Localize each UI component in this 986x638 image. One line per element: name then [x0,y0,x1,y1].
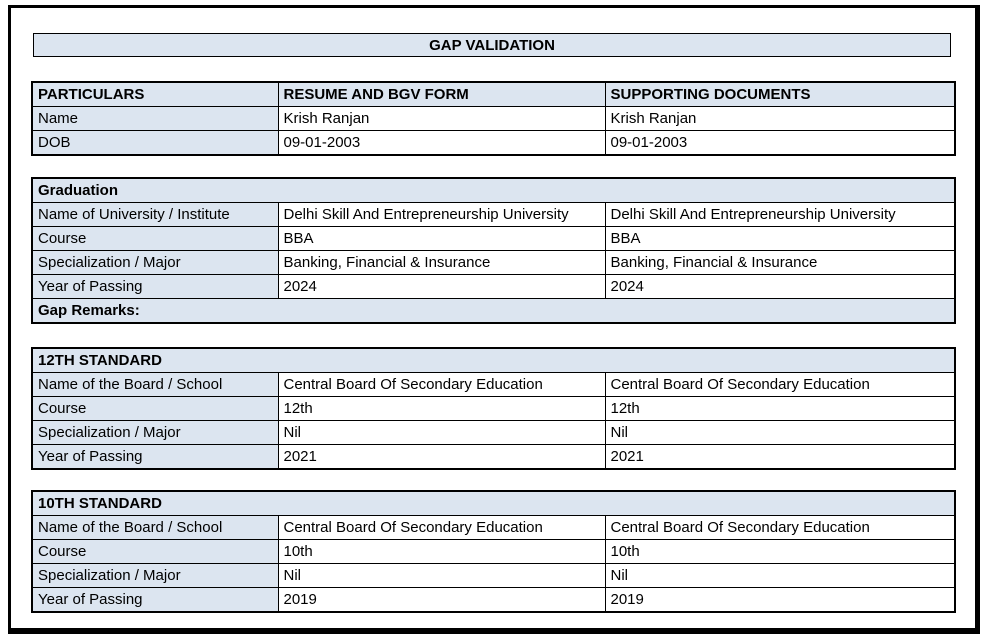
table-row: Name Krish Ranjan Krish Ranjan [31,106,956,131]
column-header-resume: RESUME AND BGV FORM [277,81,606,107]
cell-value: 09-01-2003 [604,130,956,156]
row-label: Year of Passing [31,274,279,299]
cell-value: Central Board Of Secondary Education [277,372,606,397]
row-label: Name of the Board / School [31,372,279,397]
cell-value: Banking, Financial & Insurance [604,250,956,275]
gap-remarks-label: Gap Remarks: [31,298,956,324]
row-label: Year of Passing [31,444,279,470]
cell-value: BBA [277,226,606,251]
graduation-table: Graduation Name of University / Institut… [31,177,956,324]
cell-value: Delhi Skill And Entrepreneurship Univers… [277,202,606,227]
cell-value: Central Board Of Secondary Education [277,515,606,540]
cell-value: 2021 [604,444,956,470]
cell-value: Nil [604,420,956,445]
page-frame: GAP VALIDATION PARTICULARS RESUME AND BG… [8,5,980,634]
table-row: Year of Passing 2021 2021 [31,444,956,470]
row-label: Specialization / Major [31,563,279,588]
row-label: Year of Passing [31,587,279,613]
cell-value: 10th [277,539,606,564]
cell-value: 10th [604,539,956,564]
section-title-row: 12TH STANDARD [31,347,956,373]
section-title: 12TH STANDARD [31,347,956,373]
cell-value: 2019 [277,587,606,613]
row-label: Name of University / Institute [31,202,279,227]
row-label: Course [31,539,279,564]
cell-value: Central Board Of Secondary Education [604,372,956,397]
section-title-row: 10TH STANDARD [31,490,956,516]
row-label: Name of the Board / School [31,515,279,540]
table-row: Name of the Board / School Central Board… [31,515,956,540]
table-row: Year of Passing 2019 2019 [31,587,956,613]
cell-value: Banking, Financial & Insurance [277,250,606,275]
table-row: Year of Passing 2024 2024 [31,274,956,299]
cell-value: Krish Ranjan [277,106,606,131]
twelfth-standard-table: 12TH STANDARD Name of the Board / School… [31,347,957,470]
cell-value: Nil [604,563,956,588]
row-label: Specialization / Major [31,420,279,445]
table-row: Specialization / Major Banking, Financia… [31,250,956,275]
row-label: Specialization / Major [31,250,279,275]
cell-value: Nil [277,420,606,445]
cell-value: Central Board Of Secondary Education [604,515,956,540]
document-title: GAP VALIDATION [429,37,555,54]
table-row: Course 12th 12th [31,396,956,421]
table-row: Specialization / Major Nil Nil [31,563,956,588]
cell-value: Nil [277,563,606,588]
section-title: 10TH STANDARD [31,490,956,516]
table-row: Course 10th 10th [31,539,956,564]
table-row: Course BBA BBA [31,226,956,251]
cell-value: 12th [277,396,606,421]
table-row: Specialization / Major Nil Nil [31,420,956,445]
row-label: Name [31,106,279,131]
table-header-row: PARTICULARS RESUME AND BGV FORM SUPPORTI… [31,81,956,107]
gap-remarks-row: Gap Remarks: [31,298,956,324]
cell-value: 2024 [604,274,956,299]
table-row: Name of University / Institute Delhi Ski… [31,202,956,227]
column-header-particulars: PARTICULARS [31,81,279,107]
row-label: Course [31,226,279,251]
cell-value: BBA [604,226,956,251]
cell-value: 2024 [277,274,606,299]
column-header-supporting: SUPPORTING DOCUMENTS [604,81,956,107]
document-title-bar: GAP VALIDATION [33,33,951,57]
row-label: Course [31,396,279,421]
cell-value: Delhi Skill And Entrepreneurship Univers… [604,202,956,227]
cell-value: 09-01-2003 [277,130,606,156]
table-row: DOB 09-01-2003 09-01-2003 [31,130,956,156]
cell-value: 2021 [277,444,606,470]
tenth-standard-table: 10TH STANDARD Name of the Board / School… [31,490,957,613]
section-title: Graduation [31,177,956,203]
cell-value: 12th [604,396,956,421]
row-label: DOB [31,130,279,156]
cell-value: 2019 [604,587,956,613]
particulars-table: PARTICULARS RESUME AND BGV FORM SUPPORTI… [31,81,956,156]
section-title-row: Graduation [31,177,956,203]
cell-value: Krish Ranjan [604,106,956,131]
table-row: Name of the Board / School Central Board… [31,372,956,397]
